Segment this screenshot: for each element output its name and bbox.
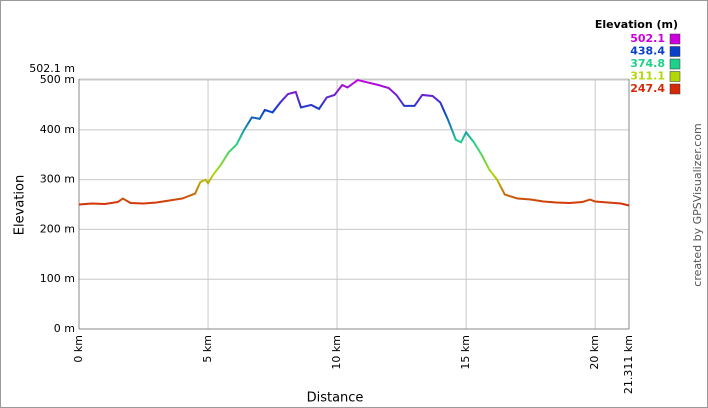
- x-tick-label: 20 km: [588, 335, 601, 370]
- x-tick-label: 21.311 km: [622, 335, 635, 394]
- y-tick-label: 0 m: [54, 322, 75, 335]
- y-axis-label: Elevation: [13, 175, 28, 235]
- legend-label: 438.4: [630, 45, 665, 58]
- credit: created by GPSVisualizer.com: [691, 123, 704, 286]
- elevation-line: [78, 78, 630, 207]
- legend-title: Elevation (m): [595, 18, 678, 31]
- y-tick-label: 400 m: [40, 123, 75, 136]
- y-tick-label: 200 m: [40, 222, 75, 235]
- legend-swatch: [669, 46, 681, 57]
- legend-label: 374.8: [630, 57, 665, 70]
- x-tick-label: 10 km: [330, 335, 343, 370]
- x-tick-label: 0 km: [72, 335, 85, 363]
- legend-label: 502.1: [630, 32, 665, 45]
- legend-label: 247.4: [630, 82, 665, 95]
- y-tick-label: 502.1 m: [29, 62, 75, 75]
- legend-swatch: [669, 71, 681, 82]
- y-tick-label: 100 m: [40, 272, 75, 285]
- y-tick-label: 300 m: [40, 173, 75, 186]
- y-tick-label: 500 m: [40, 73, 75, 86]
- x-tick-label: 15 km: [459, 335, 472, 370]
- legend-swatch: [669, 83, 681, 95]
- x-tick-label: 5 km: [201, 335, 214, 363]
- x-axis-label: Distance: [307, 391, 364, 406]
- legend-swatch: [669, 33, 681, 45]
- legend-swatch: [669, 58, 681, 70]
- legend-label: 311.1: [630, 70, 665, 83]
